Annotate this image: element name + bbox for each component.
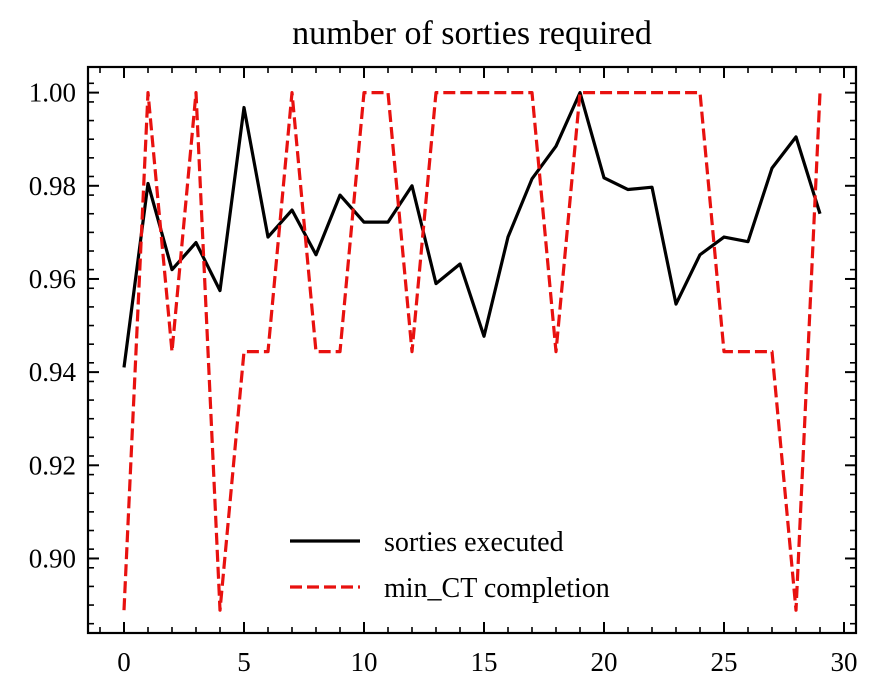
legend-label-2: min_CT completion [384, 573, 610, 604]
x-tick-label: 20 [591, 647, 618, 677]
x-tick-label: 30 [831, 647, 858, 677]
series-line-1 [122, 91, 822, 368]
y-tick-label: 0.92 [29, 450, 76, 480]
y-tick-label: 0.96 [29, 264, 76, 294]
y-tick-label: 0.94 [29, 357, 77, 387]
plot-frame [86, 65, 858, 635]
x-tick-label: 15 [471, 647, 498, 677]
axis-ticks: 0 5 10 15 20 25 30 0.90 0.92 0.94 0.96 0.98 1.00 [29, 67, 858, 677]
x-tick-label: 10 [351, 647, 378, 677]
legend: sorties executed min_CT completion [290, 527, 610, 604]
y-tick-label: 0.98 [29, 171, 76, 201]
legend-label-1: sorties executed [384, 527, 564, 558]
y-tick-label: 0.90 [29, 543, 76, 573]
x-tick-label: 0 [117, 647, 131, 677]
y-tick-label: 1.00 [29, 78, 76, 108]
series-line-2 [122, 91, 822, 612]
x-tick-label: 25 [711, 647, 738, 677]
chart-title: number of sorties required [292, 15, 652, 52]
plot-lines [122, 91, 822, 612]
x-tick-label: 5 [237, 647, 251, 677]
